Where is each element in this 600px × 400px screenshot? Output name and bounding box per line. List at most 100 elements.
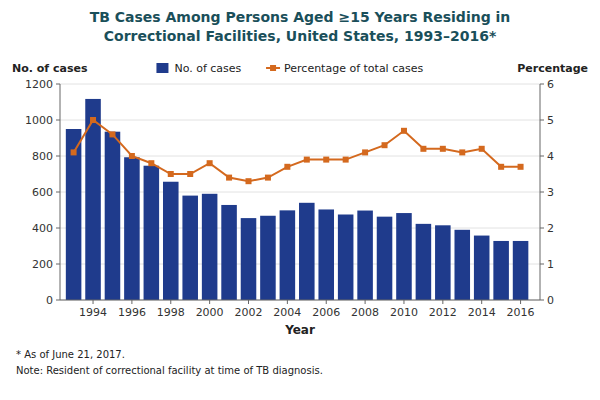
x-tick-label: 2002 [235, 306, 263, 319]
marker [498, 164, 504, 170]
plot-area [66, 99, 529, 300]
x-tick-label: 2016 [507, 306, 535, 319]
marker [323, 157, 329, 163]
y2-tick-label: 5 [547, 114, 554, 127]
x-tick-label: 1994 [79, 306, 107, 319]
y2-axis [540, 84, 541, 300]
x-tick-label: 2006 [312, 306, 340, 319]
y-tick-label: 600 [32, 186, 53, 199]
x-tick [365, 300, 366, 304]
bar [454, 230, 470, 300]
marker [420, 146, 426, 152]
y-tick-label: 1000 [25, 114, 53, 127]
y-tick [56, 156, 60, 157]
marker [148, 160, 154, 166]
y2-tick-label: 2 [547, 222, 554, 235]
grid [60, 84, 540, 300]
footnote: Note: Resident of correctional facility … [16, 365, 323, 376]
y2-tick [540, 120, 544, 121]
x-tick [403, 300, 404, 304]
marker [168, 171, 174, 177]
bar [144, 166, 160, 300]
bar [241, 218, 257, 300]
y2-tick-label: 1 [547, 258, 554, 271]
y-tick-label: 200 [32, 258, 53, 271]
y-tick-label: 800 [32, 150, 53, 163]
y-tick-label: 0 [46, 294, 53, 307]
bar [182, 196, 198, 300]
footnote: * As of June 21, 2017. [16, 349, 125, 360]
x-tick-label: 2000 [196, 306, 224, 319]
x-tick [481, 300, 482, 304]
bar [318, 209, 334, 300]
bar [221, 205, 237, 300]
x-tick-label: 1996 [118, 306, 146, 319]
bar [105, 132, 121, 300]
bar [299, 203, 315, 300]
y2-tick-label: 6 [547, 78, 554, 91]
bar [396, 213, 412, 300]
bar [338, 215, 354, 301]
bar [163, 182, 179, 300]
y2-tick [540, 84, 544, 85]
marker [284, 164, 290, 170]
bar [260, 216, 276, 300]
legend-swatch [156, 63, 168, 73]
y2-tick [540, 228, 544, 229]
y2-tick-label: 4 [547, 150, 554, 163]
marker [90, 117, 96, 123]
x-tick [442, 300, 443, 304]
line [74, 120, 521, 181]
bar [124, 157, 140, 300]
marker [401, 128, 407, 134]
marker [226, 175, 232, 181]
marker [265, 175, 271, 181]
x-tick-label: 2012 [429, 306, 457, 319]
x-tick-label: 2004 [273, 306, 301, 319]
marker [109, 131, 115, 137]
marker [304, 157, 310, 163]
x-tick-label: 2014 [468, 306, 496, 319]
bar [280, 210, 296, 300]
legend-label: No. of cases [174, 62, 241, 75]
legend-label: Percentage of total cases [284, 62, 423, 75]
bar [202, 194, 218, 300]
y-tick [56, 264, 60, 265]
y2-tick [540, 300, 544, 301]
y2-tick-label: 0 [547, 294, 554, 307]
marker [479, 146, 485, 152]
y2-label: Percentage [517, 62, 588, 75]
bar [435, 225, 451, 300]
y-tick [56, 300, 60, 301]
y-label: No. of cases [12, 62, 88, 75]
y2-tick [540, 192, 544, 193]
bar [493, 241, 509, 300]
legend: No. of cases Percentage of total cases [156, 62, 423, 75]
grid-line [60, 84, 540, 85]
marker [459, 149, 465, 155]
title: TB Cases Among Persons Aged ≥15 Years Re… [90, 9, 511, 25]
marker [343, 157, 349, 163]
y-tick [56, 84, 60, 85]
y-tick-label: 1200 [25, 78, 53, 91]
marker [71, 149, 77, 155]
bar [513, 241, 529, 300]
subtitle: Correctional Facilities, United States, … [104, 28, 497, 44]
bar [357, 211, 373, 300]
x-tick [520, 300, 521, 304]
x-tick [209, 300, 210, 304]
y-tick [56, 120, 60, 121]
marker [518, 164, 524, 170]
marker [187, 171, 193, 177]
chart: TB Cases Among Persons Aged ≥15 Years Re… [0, 0, 600, 400]
y-tick [56, 192, 60, 193]
x-tick [326, 300, 327, 304]
marker [207, 160, 213, 166]
x-tick [287, 300, 288, 304]
marker [382, 142, 388, 148]
x-tick [170, 300, 171, 304]
y-tick [56, 228, 60, 229]
marker [440, 146, 446, 152]
legend-swatch [270, 65, 276, 71]
marker [246, 178, 252, 184]
